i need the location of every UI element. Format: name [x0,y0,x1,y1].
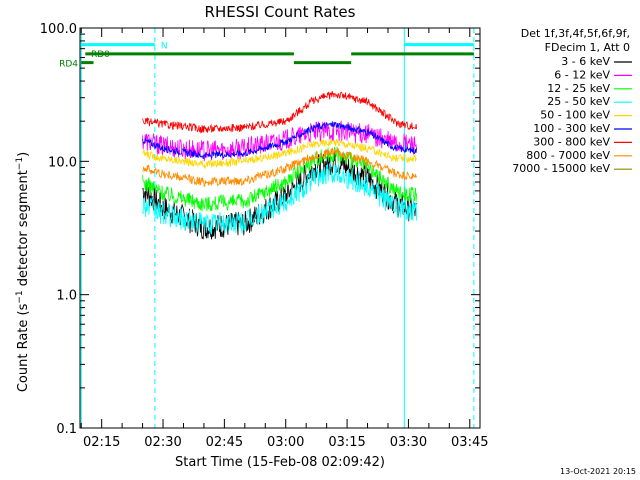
series-line-12-25-kev [142,146,417,212]
x-axis-label: Start Time (15-Feb-08 02:09:42) [175,455,385,470]
y-tick-label: 1.0 [56,289,77,304]
attenuator-bar-label: RD4 [59,60,78,70]
attenuator-bar-label: RD0 [91,50,110,60]
y-axis-label: Count Rate (s−1 detector segment−1) [15,152,31,392]
legend-entry-label: 7000 - 15000 keV [512,162,610,175]
legend-entry-label: 300 - 800 keV [533,135,610,148]
x-tick-label: 03:15 [328,435,365,450]
x-tick-label: 03:00 [267,435,304,450]
series-line-25-50-kev [142,161,417,235]
legend-entry-label: 12 - 25 keV [547,82,610,95]
y-axis-label-part: −1 [15,290,25,303]
legend-entry-label: 50 - 100 keV [540,109,610,122]
attenuator-bar-label: N [161,42,168,52]
legend-entry-label: 6 - 12 keV [554,68,610,81]
y-tick-label: 100.0 [40,22,77,37]
y-axis-label-part: −1 [15,157,25,170]
footer-date: 13-Oct-2021 20:15 [560,467,636,476]
y-axis-label-part: Count Rate (s [16,303,31,392]
x-tick-label: 03:30 [390,435,427,450]
series-line-800-7000-kev [142,147,417,187]
night-markers [80,28,475,428]
axes: 0.1 1.0 10.0 100.0 02:15 02:30 02:45 03:00 03:15… [40,22,489,450]
y-axis-label-part: detector segment [16,170,31,290]
series-line-50-100-kev [142,138,417,170]
legend-entry-label: 800 - 7000 keV [526,149,610,162]
attenuator-bars: RD0 RD4 N [59,42,474,70]
svg-text:Count Rate (s−1 detector segme: Count Rate (s−1 detector segment−1) [15,152,31,392]
x-tick-label: 02:45 [206,435,243,450]
legend-entry-label: 25 - 50 keV [547,95,610,108]
x-tick-label: 03:45 [451,435,488,450]
series-line-300-800-kev [142,90,417,134]
x-tick-label: 02:15 [83,435,120,450]
legend-entry-label: 3 - 6 keV [561,55,610,68]
series-line-100-300-kev [142,121,417,160]
plot-frame [79,27,481,429]
legend-entry-label: 100 - 300 keV [533,122,610,135]
legend: Det 1f,3f,4f,5f,6f,9f,FDecim 1, Att 03 -… [512,27,632,175]
legend-header: Det 1f,3f,4f,5f,6f,9f, [521,27,630,40]
y-tick-label: 0.1 [56,422,77,437]
y-axis-label-part: ) [16,152,31,157]
chart-title: RHESSI Count Rates [205,3,356,21]
x-tick-label: 02:30 [144,435,181,450]
series-layer [142,90,417,240]
y-tick-label: 10.0 [48,155,77,170]
legend-header: FDecim 1, Att 0 [545,41,630,54]
